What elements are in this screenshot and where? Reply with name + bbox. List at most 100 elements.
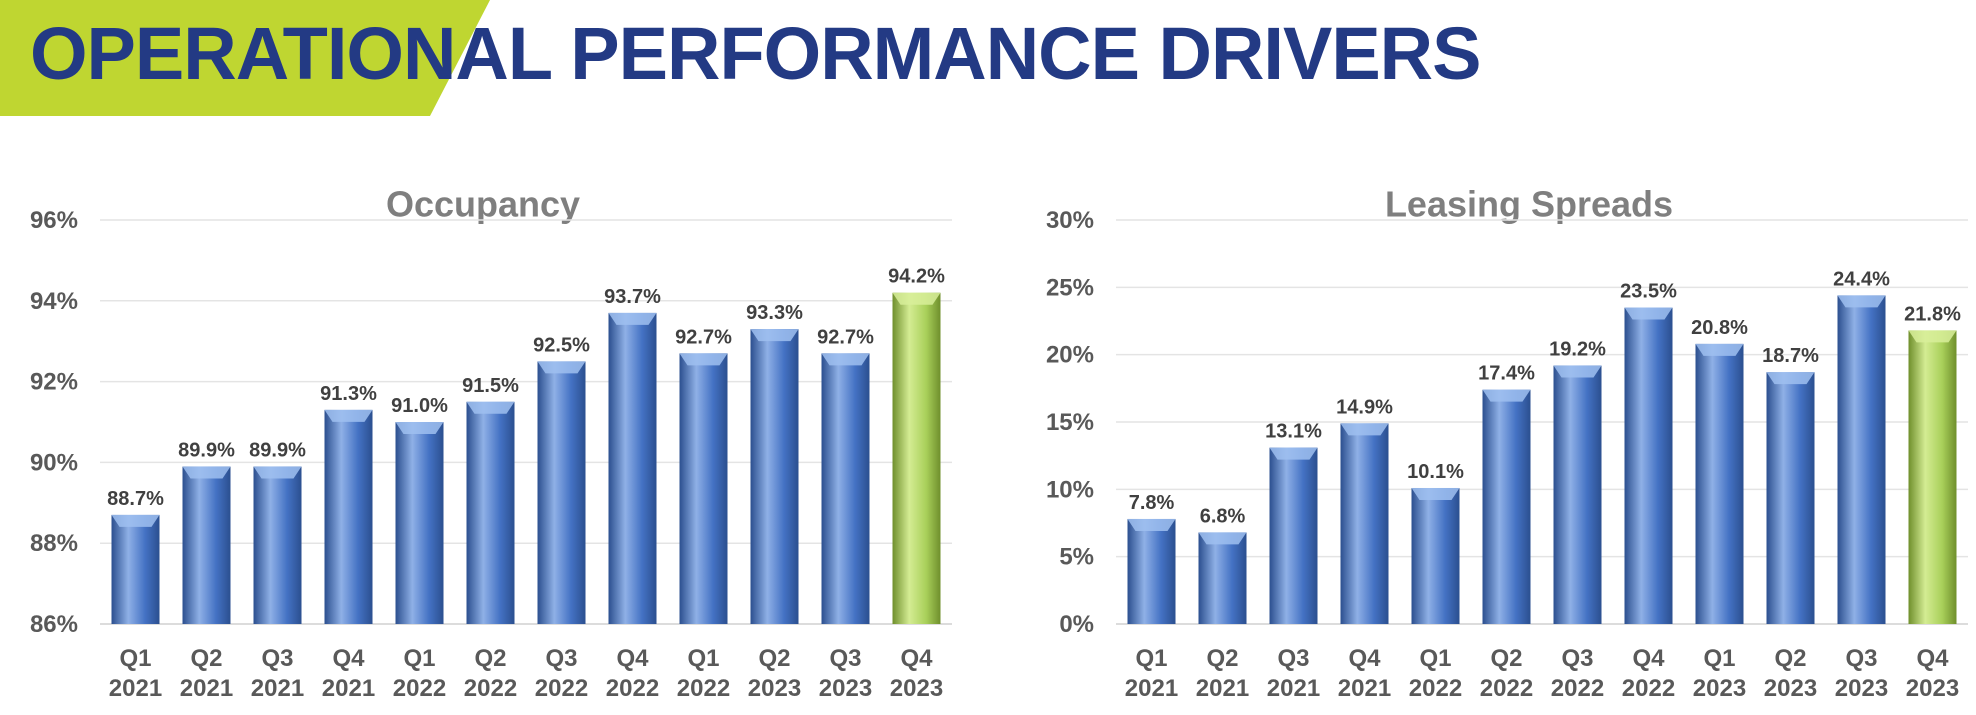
leasing-bar [1553, 365, 1602, 624]
leasing-data-label: 18.7% [1762, 345, 1819, 367]
occupancy-x-category-quarter: Q1 [119, 645, 151, 672]
leasing-data-label: 13.1% [1265, 421, 1322, 443]
leasing-bar-bevel [1482, 389, 1531, 402]
leasing-x-category-year: 2022 [1480, 675, 1533, 702]
occupancy-bar-bevel [395, 422, 444, 434]
leasing-spreads-chart-svg: Leasing Spreads 0% 5% 10% 15% 20% 25% 30% 7.8% Q1… [1046, 183, 1968, 702]
occupancy-x-category-year: 2021 [180, 675, 233, 702]
leasing-x-category-quarter: Q4 [1916, 645, 1949, 672]
leasing-x-category-quarter: Q2 [1206, 645, 1238, 672]
occupancy-bar [537, 361, 586, 624]
leasing-data-label: 20.8% [1691, 317, 1748, 339]
leasing-y-tick-label: 15% [1046, 409, 1094, 436]
occupancy-data-label: 91.5% [462, 375, 519, 397]
leasing-x-category-year: 2022 [1622, 675, 1675, 702]
leasing-x-category-year: 2023 [1906, 675, 1959, 702]
occupancy-chart: Occupancy 86% 88% 90% 92% 94% 96% 88.7% Q1 2021 89… [0, 183, 970, 710]
occupancy-x-category-year: 2022 [464, 675, 517, 702]
leasing-x-category-year: 2023 [1764, 675, 1817, 702]
leasing-bar-bevel [1908, 330, 1957, 343]
occupancy-x-category-year: 2022 [393, 675, 446, 702]
occupancy-bar [679, 353, 728, 624]
leasing-data-label: 24.4% [1833, 268, 1890, 290]
occupancy-data-label: 93.7% [604, 286, 661, 308]
leasing-bar [1198, 532, 1247, 624]
occupancy-y-tick-label: 88% [30, 530, 78, 557]
leasing-x-category-quarter: Q2 [1774, 645, 1806, 672]
leasing-x-category-quarter: Q3 [1845, 645, 1877, 672]
leasing-data-label: 17.4% [1478, 363, 1535, 385]
occupancy-data-label: 88.7% [107, 488, 164, 510]
occupancy-data-label: 89.9% [178, 439, 235, 461]
occupancy-y-tick-label: 90% [30, 449, 78, 476]
occupancy-x-category-quarter: Q3 [829, 645, 861, 672]
leasing-x-category-quarter: Q3 [1277, 645, 1309, 672]
occupancy-x-category-quarter: Q4 [332, 645, 365, 672]
occupancy-x-category-quarter: Q1 [687, 645, 719, 672]
occupancy-x-category-quarter: Q3 [261, 645, 293, 672]
leasing-data-label: 19.2% [1549, 338, 1606, 360]
occupancy-bar-bevel [750, 329, 799, 342]
occupancy-bar-bevel [182, 466, 231, 479]
leasing-y-tick-label: 10% [1046, 476, 1094, 503]
occupancy-bar [324, 409, 373, 624]
occupancy-data-label: 89.9% [249, 439, 306, 461]
occupancy-bar-bevel [253, 466, 302, 479]
occupancy-bar [821, 353, 870, 624]
leasing-bar [1837, 295, 1886, 624]
occupancy-x-category-quarter: Q1 [403, 645, 435, 672]
occupancy-chart-title: Occupancy [386, 190, 580, 224]
leasing-bar-bevel [1553, 365, 1602, 378]
occupancy-data-label: 91.0% [391, 395, 448, 417]
occupancy-bar [395, 422, 444, 624]
leasing-y-tick-label: 20% [1046, 342, 1094, 369]
occupancy-x-category-year: 2021 [322, 675, 375, 702]
leasing-data-label: 23.5% [1620, 281, 1677, 303]
leasing-y-tick-label: 30% [1046, 207, 1094, 234]
occupancy-x-category-year: 2023 [819, 675, 872, 702]
occupancy-data-label: 92.7% [817, 326, 874, 348]
leasing-x-category-year: 2021 [1125, 675, 1178, 702]
leasing-bar-bevel [1624, 307, 1673, 320]
occupancy-x-category-year: 2022 [535, 675, 588, 702]
leasing-data-label: 21.8% [1904, 303, 1961, 325]
occupancy-bar [892, 292, 941, 624]
leasing-bar-bevel [1837, 295, 1886, 308]
leasing-bar-bevel [1411, 487, 1460, 500]
occupancy-bar [253, 466, 302, 624]
leasing-bar [1269, 447, 1318, 624]
occupancy-bar-bevel [111, 514, 160, 527]
occupancy-bar-bevel [679, 353, 728, 366]
occupancy-bar-bevel [608, 312, 657, 325]
occupancy-x-category-quarter: Q4 [616, 645, 649, 672]
occupancy-x-category-year: 2021 [109, 675, 162, 702]
leasing-y-tick-label: 5% [1059, 544, 1094, 571]
occupancy-data-label: 92.7% [675, 326, 732, 348]
leasing-x-category-year: 2021 [1267, 675, 1320, 702]
leasing-data-label: 10.1% [1407, 461, 1464, 483]
occupancy-data-label: 92.5% [533, 334, 590, 356]
leasing-x-category-year: 2021 [1338, 675, 1391, 702]
accent-parallelogram [0, 0, 490, 116]
title-band: OPERATIONAL PERFORMANCE DRIVERS [0, 0, 1976, 130]
occupancy-x-category-quarter: Q4 [900, 645, 933, 672]
leasing-x-category-quarter: Q4 [1632, 645, 1665, 672]
occupancy-bar [466, 401, 515, 624]
leasing-x-category-year: 2021 [1196, 675, 1249, 702]
occupancy-bar [750, 329, 799, 624]
leasing-x-category-year: 2023 [1835, 675, 1888, 702]
leasing-y-tick-label: 0% [1059, 611, 1094, 638]
leasing-bar-bevel [1695, 343, 1744, 356]
occupancy-y-tick-label: 92% [30, 369, 78, 396]
occupancy-x-category-year: 2022 [677, 675, 730, 702]
leasing-x-category-year: 2023 [1693, 675, 1746, 702]
occupancy-x-category-year: 2021 [251, 675, 304, 702]
accent-shape [0, 0, 490, 116]
leasing-spreads-chart: Leasing Spreads 0% 5% 10% 15% 20% 25% 30% 7.8% Q1… [1020, 183, 1976, 710]
leasing-x-category-year: 2022 [1551, 675, 1604, 702]
leasing-bar-bevel [1269, 447, 1318, 460]
occupancy-x-category-quarter: Q2 [190, 645, 222, 672]
leasing-bar-bevel [1340, 423, 1389, 436]
leasing-data-label: 14.9% [1336, 396, 1393, 418]
leasing-x-category-quarter: Q4 [1348, 645, 1381, 672]
